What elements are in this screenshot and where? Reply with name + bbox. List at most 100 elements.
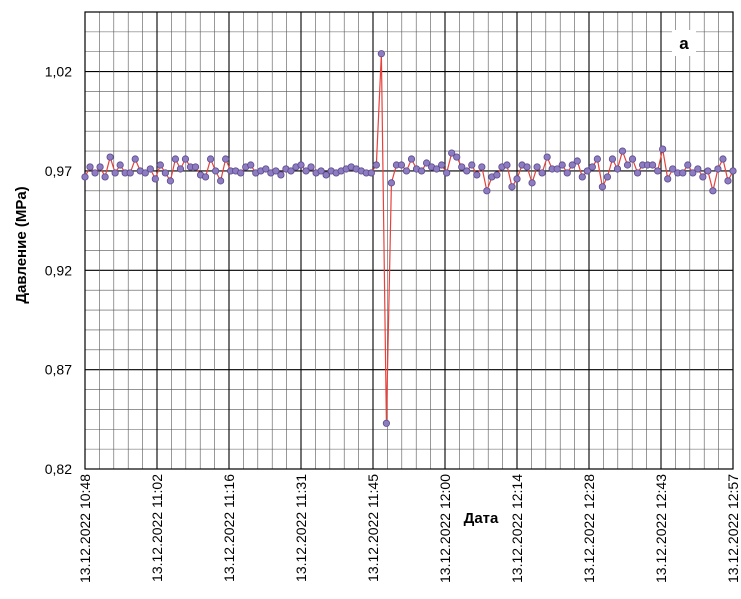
data-point	[151, 175, 159, 183]
data-point	[573, 157, 581, 165]
y-tick-label: 0,92	[45, 262, 72, 278]
data-point	[181, 155, 190, 163]
data-point	[433, 165, 441, 173]
data-point	[387, 179, 396, 187]
data-point	[719, 155, 727, 163]
data-point	[714, 165, 722, 173]
data-point	[131, 155, 139, 163]
x-tick-label: 13.12.2022 12:43	[653, 474, 669, 583]
data-point	[729, 167, 737, 175]
data-point	[628, 155, 637, 163]
data-point	[598, 183, 606, 191]
data-point	[553, 165, 561, 173]
y-tick-label: 0,82	[45, 461, 72, 477]
data-point	[608, 155, 617, 163]
data-point	[523, 163, 531, 171]
data-point	[201, 173, 210, 181]
data-point	[724, 177, 732, 185]
data-point	[538, 169, 546, 177]
data-point	[247, 161, 255, 169]
panel-label-box	[672, 30, 696, 56]
data-point	[478, 163, 486, 171]
data-point	[453, 153, 461, 161]
data-point	[623, 161, 632, 169]
data-point	[588, 163, 596, 171]
data-point	[563, 169, 571, 177]
x-tick-label: 13.12.2022 11:16	[221, 474, 237, 582]
data-point	[603, 173, 612, 181]
y-tick-label: 0,97	[45, 163, 72, 179]
panel-label: а	[679, 34, 689, 53]
data-point	[91, 169, 99, 177]
x-axis-title: Дата	[464, 510, 499, 527]
data-point	[443, 169, 451, 177]
x-tick-label: 13.12.2022 11:31	[293, 474, 309, 582]
x-tick-label: 13.12.2022 12:57	[725, 474, 741, 583]
data-point	[558, 161, 566, 169]
data-point	[407, 155, 416, 163]
data-point	[141, 169, 149, 177]
data-point	[493, 171, 501, 179]
data-point	[533, 163, 541, 171]
data-point	[463, 167, 471, 175]
data-point	[593, 155, 601, 163]
data-point	[262, 165, 270, 173]
data-point	[161, 169, 169, 177]
data-point	[382, 419, 390, 427]
x-tick-label: 13.12.2022 12:28	[581, 474, 597, 583]
data-point	[649, 161, 657, 169]
y-tick-label: 1,02	[45, 64, 72, 80]
x-tick-label: 13.12.2022 12:14	[509, 474, 525, 583]
data-point	[81, 173, 89, 181]
data-point	[166, 177, 174, 185]
data-point	[377, 50, 385, 58]
data-point	[96, 163, 104, 171]
data-point	[468, 161, 476, 169]
plot-frame	[84, 11, 734, 470]
x-tick-labels: 13.12.2022 10:48 13.12.2022 11:02 13.12.20…	[77, 474, 741, 583]
data-point	[448, 149, 456, 157]
series-layer	[81, 50, 737, 427]
data-point	[568, 161, 576, 169]
data-point	[704, 167, 712, 175]
data-point	[508, 183, 516, 191]
data-point	[176, 165, 185, 173]
data-point	[322, 171, 330, 179]
data-point	[171, 155, 180, 163]
data-point	[146, 165, 154, 173]
data-point	[654, 167, 662, 175]
x-tick-label: 13.12.2022 11:02	[149, 474, 165, 582]
y-axis-title: Давление (MPa)	[13, 186, 30, 303]
data-point	[684, 161, 692, 169]
data-point	[583, 167, 591, 175]
data-point	[699, 173, 707, 181]
data-point	[709, 187, 717, 195]
data-point	[528, 179, 536, 187]
data-point	[297, 161, 305, 169]
data-point	[664, 175, 672, 183]
data-point	[101, 173, 109, 181]
data-point	[679, 169, 687, 177]
data-point	[206, 155, 215, 163]
data-point	[578, 173, 586, 181]
data-point	[222, 155, 230, 163]
data-point	[106, 153, 114, 161]
data-point	[191, 163, 200, 171]
data-point	[633, 169, 642, 177]
data-point	[613, 165, 622, 173]
data-point	[116, 161, 124, 169]
data-point	[483, 187, 491, 195]
data-point	[156, 161, 164, 169]
data-point	[503, 161, 511, 169]
x-tick-label: 13.12.2022 11:45	[365, 474, 381, 582]
data-point	[126, 169, 134, 177]
data-point	[367, 169, 375, 177]
data-point	[513, 175, 521, 183]
y-tick-labels: 0,82 0,87 0,92 0,97 1,02	[45, 64, 72, 477]
data-point	[307, 163, 315, 171]
data-point	[212, 167, 220, 175]
data-point	[458, 163, 466, 171]
data-point	[86, 163, 94, 171]
data-point	[422, 159, 431, 167]
